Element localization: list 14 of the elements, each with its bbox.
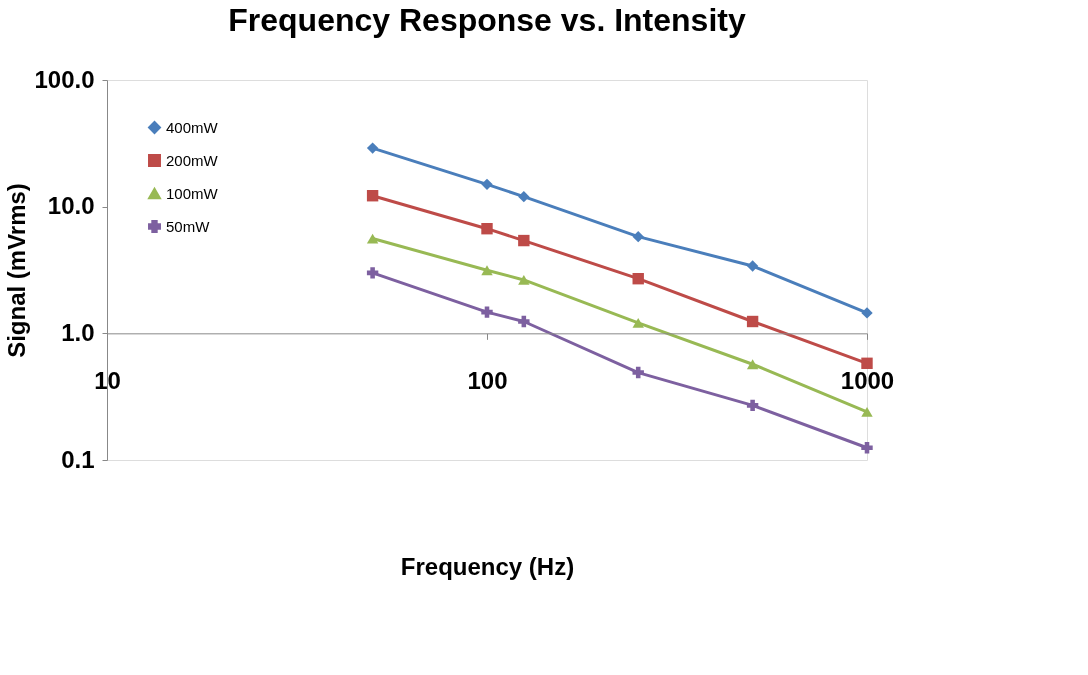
x-axis-title: Frequency (Hz) — [400, 552, 575, 580]
x-tick-label: 10 — [94, 366, 121, 394]
legend-label: 50mW — [166, 217, 211, 235]
x-tick-label: 1000 — [840, 366, 895, 394]
y-tick-label: 1.0 — [61, 318, 95, 346]
chart-title: Frequency Response vs. Intensity — [228, 2, 746, 38]
y-tick-label: 0.1 — [61, 445, 95, 473]
x-tick-label: 100 — [467, 366, 508, 394]
y-tick-label: 10.0 — [47, 192, 95, 220]
legend-label: 100mW — [166, 184, 219, 202]
y-tick-label: 100.0 — [34, 65, 95, 93]
legend-label: 200mW — [166, 151, 219, 169]
y-axis-title: Signal (mVrms) — [3, 183, 31, 358]
legend-label: 400mW — [166, 118, 219, 136]
